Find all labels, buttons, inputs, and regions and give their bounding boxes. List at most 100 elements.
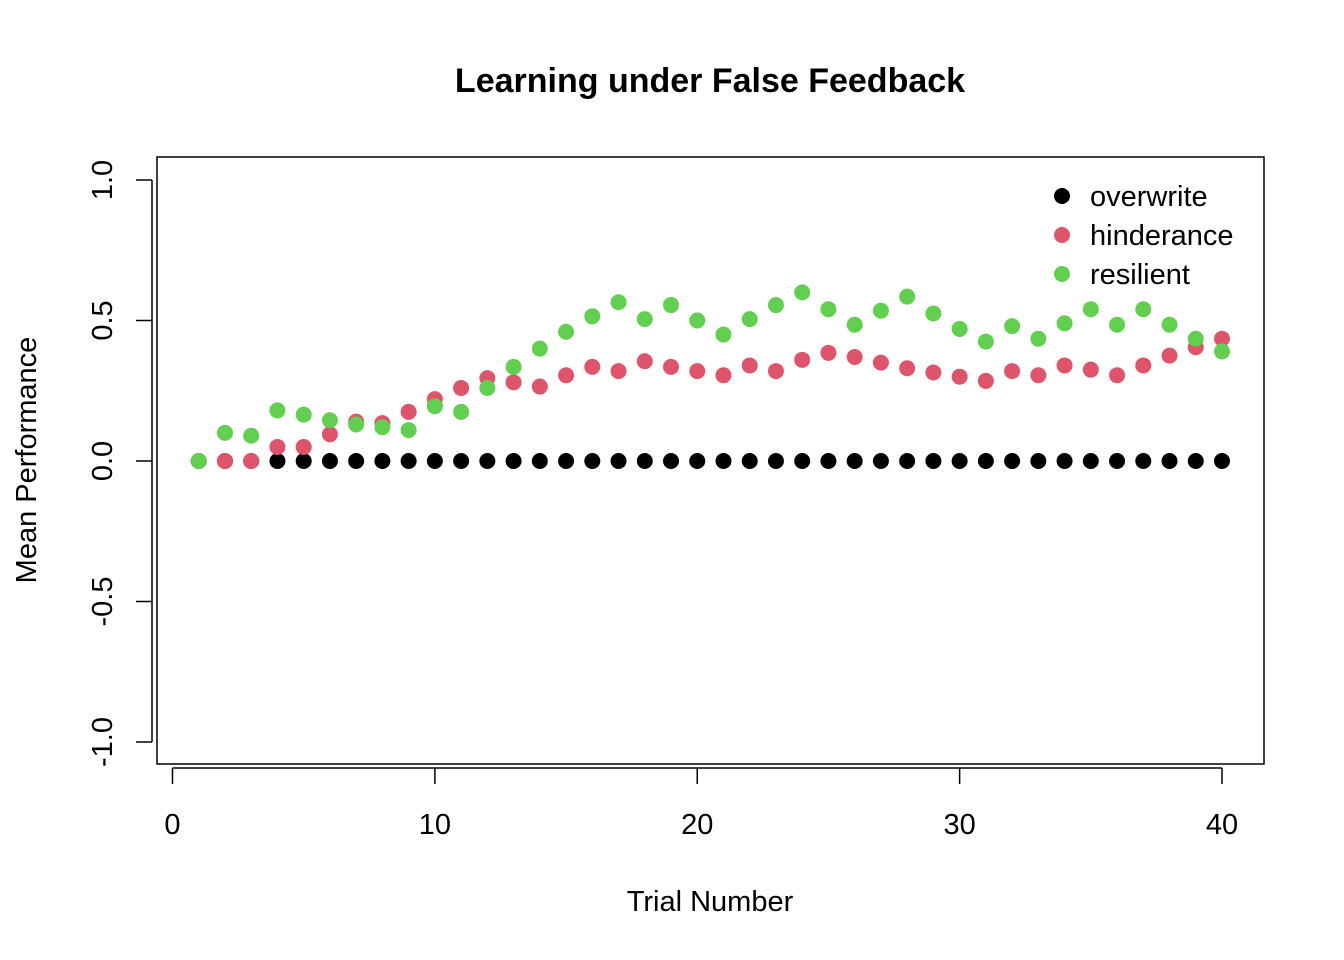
data-point (951, 320, 968, 337)
data-point (872, 354, 889, 371)
data-point (400, 403, 417, 420)
data-point (636, 353, 653, 370)
data-point (1161, 316, 1178, 333)
data-point (715, 326, 732, 343)
data-point (558, 453, 575, 469)
data-point (1161, 453, 1178, 469)
data-point (505, 453, 522, 469)
data-point (820, 453, 837, 469)
data-points (190, 284, 1230, 469)
data-point (767, 297, 784, 314)
data-point (1030, 330, 1047, 347)
data-point (1214, 330, 1230, 347)
data-point (479, 453, 496, 469)
data-point (1056, 315, 1073, 332)
data-point (899, 453, 916, 469)
data-point (925, 364, 942, 381)
y-tick-label: 0.0 (87, 441, 119, 481)
data-point (767, 363, 784, 380)
legend-marker (1054, 227, 1070, 243)
data-point (243, 453, 260, 469)
data-point (1161, 347, 1178, 364)
series-hinderance (190, 330, 1230, 469)
data-point (872, 302, 889, 319)
data-point (321, 426, 338, 443)
data-point (348, 453, 365, 469)
data-point (663, 453, 680, 469)
data-point (216, 453, 233, 469)
data-point (767, 453, 784, 469)
x-axis-label: Trial Number (627, 886, 794, 918)
data-point (453, 379, 470, 396)
data-point (872, 453, 889, 469)
data-point (715, 453, 732, 469)
data-point (531, 340, 548, 357)
data-point (1004, 318, 1021, 335)
data-point (925, 305, 942, 322)
y-tick-label: -0.5 (87, 577, 119, 627)
data-point (584, 358, 601, 375)
y-tick-label: 1.0 (87, 160, 119, 200)
data-point (1030, 367, 1047, 384)
data-point (426, 453, 443, 469)
data-point (1135, 453, 1152, 469)
series-resilient (190, 284, 1230, 469)
data-point (951, 368, 968, 385)
data-point (741, 311, 758, 328)
legend-marker (1054, 188, 1070, 204)
data-point (689, 453, 706, 469)
data-point (1135, 301, 1152, 318)
data-point (584, 453, 601, 469)
data-point (689, 363, 706, 380)
data-point (1187, 453, 1204, 469)
data-point (794, 351, 811, 368)
data-point (505, 358, 522, 375)
data-point (977, 333, 994, 350)
data-point (977, 453, 994, 469)
data-point (663, 297, 680, 314)
data-point (295, 438, 312, 455)
x-tick-label: 10 (419, 809, 451, 841)
data-point (820, 344, 837, 361)
data-point (400, 453, 417, 469)
data-point (1187, 330, 1204, 347)
x-tick-label: 30 (943, 809, 975, 841)
data-point (453, 453, 470, 469)
data-point (1135, 357, 1152, 374)
x-axis: 0 10 20 30 40 (164, 767, 1238, 841)
legend-marker (1054, 266, 1070, 282)
x-tick-label: 0 (164, 809, 180, 841)
data-point (1004, 363, 1021, 380)
data-point (925, 453, 942, 469)
y-axis-label: Mean Performance (11, 337, 43, 584)
data-point (321, 412, 338, 429)
data-point (531, 453, 548, 469)
data-point (1082, 361, 1099, 378)
data-point (1109, 453, 1126, 469)
data-point (295, 453, 312, 469)
data-point (1004, 453, 1021, 469)
y-tick-label: 0.5 (87, 300, 119, 340)
data-point (846, 316, 863, 333)
data-point (610, 453, 627, 469)
data-point (558, 367, 575, 384)
data-point (426, 398, 443, 415)
data-point (558, 323, 575, 340)
data-point (846, 349, 863, 366)
data-point (899, 288, 916, 305)
data-point (1109, 316, 1126, 333)
data-point (374, 419, 391, 436)
legend-label: overwrite (1090, 181, 1208, 213)
legend-label: resilient (1090, 259, 1190, 291)
data-point (505, 374, 522, 391)
data-point (269, 438, 286, 455)
data-point (663, 358, 680, 375)
data-point (374, 453, 391, 469)
data-point (794, 453, 811, 469)
y-axis: -1.0 -0.5 0.0 0.5 1.0 (87, 160, 153, 767)
data-point (1082, 453, 1099, 469)
data-point (400, 422, 417, 439)
data-point (636, 453, 653, 469)
data-point (216, 424, 233, 441)
